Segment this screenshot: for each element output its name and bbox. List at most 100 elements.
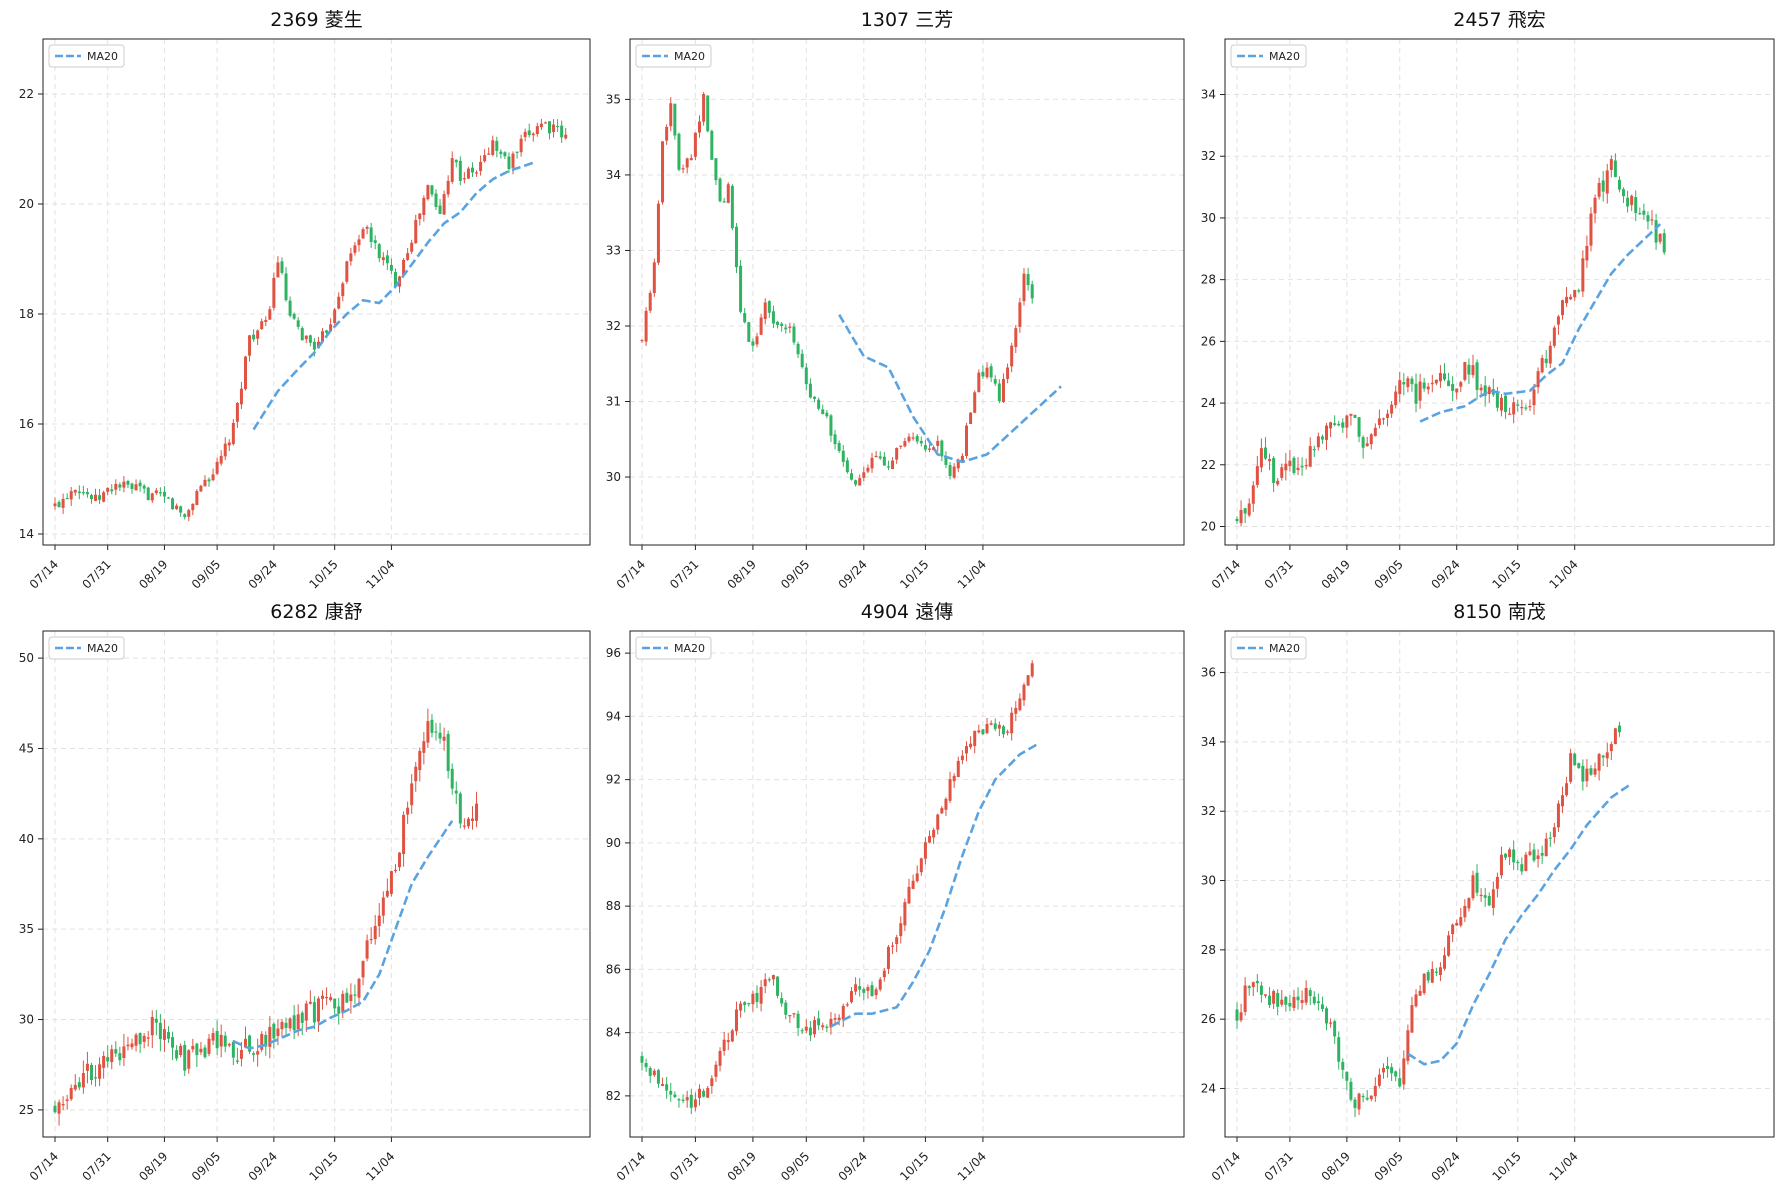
candle-body: [796, 343, 800, 355]
candle-body: [539, 123, 543, 128]
candle-body: [65, 497, 69, 500]
candle-body: [256, 330, 260, 339]
y-tick-label: 22: [1201, 458, 1216, 472]
candle-body: [81, 492, 85, 494]
y-tick-label: 96: [606, 646, 621, 660]
candle-body: [288, 1018, 292, 1029]
candle-body: [1268, 995, 1272, 1005]
candle-body: [763, 302, 767, 319]
candle-body: [260, 321, 264, 330]
x-tick-label: 07/31: [667, 557, 701, 591]
y-tick-label: 26: [1201, 1012, 1216, 1026]
candle-body: [661, 141, 665, 203]
candle-body: [1548, 837, 1552, 839]
candle-body: [928, 836, 932, 843]
candle-body: [325, 330, 329, 333]
candle-body: [1455, 388, 1459, 393]
candle-body: [357, 239, 361, 246]
candle-body: [895, 447, 899, 460]
candle-body: [849, 473, 853, 480]
candle-body: [833, 1018, 837, 1020]
candle-body: [693, 132, 697, 157]
x-tick-label: 09/05: [1372, 557, 1406, 591]
candle-body: [1398, 380, 1402, 395]
candle-body: [166, 497, 170, 499]
x-tick-label: 07/31: [667, 1149, 701, 1183]
candle-body: [1504, 395, 1508, 412]
candle-body: [527, 130, 531, 136]
candle-body: [1585, 768, 1589, 782]
candle-body: [231, 422, 235, 445]
candle-body: [1026, 274, 1030, 286]
chart-title: 2369 菱生: [270, 9, 362, 31]
candle-body: [718, 178, 722, 202]
candle-body: [523, 131, 527, 137]
candle-body: [1577, 290, 1581, 292]
candle-body: [1634, 197, 1638, 213]
y-tick-label: 50: [19, 651, 34, 665]
candle-body: [94, 494, 98, 501]
candle-body: [1438, 967, 1442, 976]
candle-body: [1491, 889, 1495, 908]
candle-body: [381, 897, 385, 916]
candle-body: [1006, 367, 1010, 379]
candle-body: [874, 455, 878, 458]
candle-body: [77, 491, 81, 494]
candle-body: [899, 923, 903, 937]
candle-body: [398, 852, 402, 868]
candle-body: [882, 456, 886, 466]
candle-body: [1418, 381, 1422, 401]
candle-body: [858, 986, 862, 990]
legend-box: [48, 636, 125, 660]
candle-body: [837, 1017, 841, 1021]
candle-body: [1524, 854, 1528, 871]
x-tick-label: 08/19: [136, 557, 170, 591]
candle-body: [329, 324, 333, 332]
x-tick-label: 10/15: [306, 557, 340, 591]
candle-body: [308, 1001, 312, 1004]
candle-body: [1014, 328, 1018, 347]
candle-body: [969, 743, 973, 748]
x-tick-label: 09/05: [1372, 1149, 1406, 1183]
y-tick-label: 30: [19, 1013, 34, 1027]
candle-body: [118, 484, 122, 488]
candle-body: [215, 461, 219, 474]
y-tick-label: 32: [606, 319, 621, 333]
axes-frame: [1224, 630, 1775, 1138]
y-tick-label: 88: [606, 899, 621, 913]
candle-body: [1597, 754, 1601, 771]
candle-body: [1565, 296, 1569, 304]
candle-body: [1296, 467, 1300, 471]
legend-box: [635, 636, 712, 660]
candle-body: [491, 140, 495, 155]
candle-body: [389, 264, 393, 271]
candle-body: [915, 436, 919, 442]
candle-body: [377, 244, 381, 259]
candle-body: [923, 842, 927, 859]
y-tick-label: 26: [1201, 334, 1216, 348]
x-tick-label: 10/15: [897, 1149, 931, 1183]
candle-body: [430, 719, 434, 733]
x-tick-label: 07/14: [614, 557, 648, 591]
chart-panel: 2369 菱生 14 16 18 20 22 07/14 07/31 08/19 09/05 09/…: [19, 9, 591, 592]
candle-body: [268, 1026, 272, 1047]
candle-body: [1255, 980, 1259, 984]
x-tick-label: 11/04: [955, 557, 989, 591]
candle-body: [1569, 753, 1573, 782]
candle-body: [960, 755, 964, 761]
candle-body: [923, 445, 927, 450]
y-tick-label: 32: [1201, 149, 1216, 163]
candle-body: [792, 1013, 796, 1015]
candle-body: [1508, 413, 1512, 415]
candle-body: [689, 1094, 693, 1108]
candle-body: [134, 484, 138, 491]
candle-body: [1292, 457, 1296, 473]
candle-body: [65, 1099, 69, 1102]
candle-body: [1259, 448, 1263, 468]
candle-body: [1390, 404, 1394, 414]
candle-body: [1467, 898, 1471, 909]
y-tick-label: 18: [19, 307, 34, 321]
candle-body: [1443, 955, 1447, 969]
candle-body: [1630, 195, 1634, 206]
candle-body: [162, 491, 166, 497]
